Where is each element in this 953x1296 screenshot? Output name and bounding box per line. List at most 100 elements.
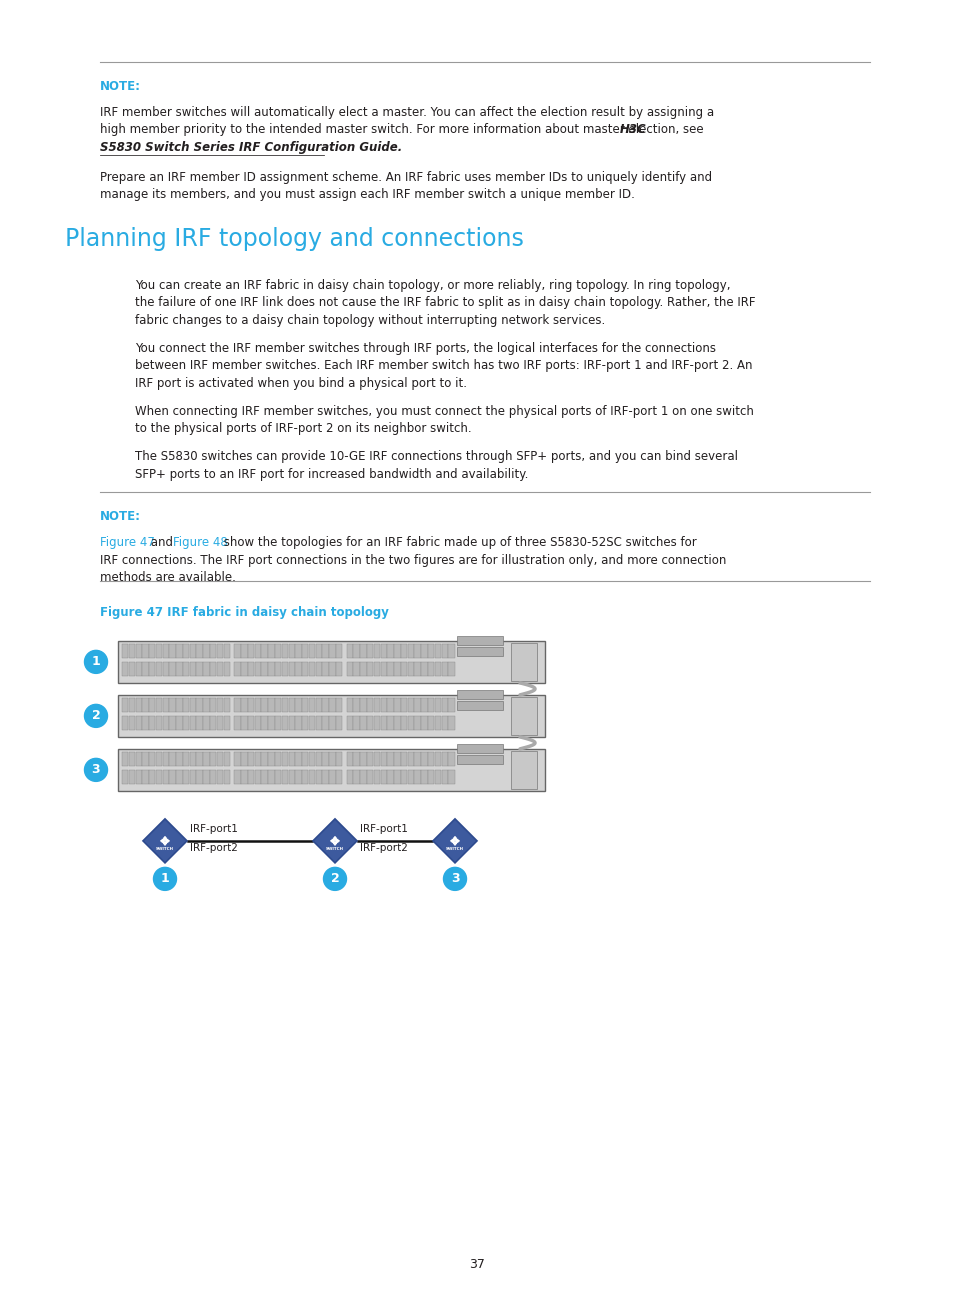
- FancyBboxPatch shape: [421, 770, 427, 784]
- FancyBboxPatch shape: [170, 770, 175, 784]
- FancyBboxPatch shape: [155, 644, 162, 658]
- Text: NOTE:: NOTE:: [100, 80, 141, 93]
- FancyBboxPatch shape: [122, 644, 129, 658]
- FancyBboxPatch shape: [254, 770, 261, 784]
- FancyBboxPatch shape: [394, 644, 400, 658]
- FancyBboxPatch shape: [329, 662, 335, 677]
- FancyBboxPatch shape: [322, 770, 329, 784]
- FancyBboxPatch shape: [335, 697, 342, 713]
- Circle shape: [443, 867, 466, 890]
- FancyBboxPatch shape: [248, 715, 254, 731]
- FancyBboxPatch shape: [400, 715, 407, 731]
- FancyBboxPatch shape: [142, 662, 149, 677]
- FancyBboxPatch shape: [122, 715, 129, 731]
- FancyBboxPatch shape: [315, 662, 322, 677]
- FancyBboxPatch shape: [129, 770, 135, 784]
- Text: Figure 47 IRF fabric in daisy chain topology: Figure 47 IRF fabric in daisy chain topo…: [100, 605, 389, 619]
- FancyBboxPatch shape: [394, 715, 400, 731]
- Text: IRF-port2: IRF-port2: [359, 842, 408, 853]
- Text: show the topologies for an IRF fabric made up of three S5830-52SC switches for: show the topologies for an IRF fabric ma…: [219, 537, 696, 550]
- FancyBboxPatch shape: [223, 662, 230, 677]
- FancyBboxPatch shape: [374, 662, 380, 677]
- FancyBboxPatch shape: [190, 662, 196, 677]
- FancyBboxPatch shape: [149, 715, 155, 731]
- FancyBboxPatch shape: [241, 644, 247, 658]
- FancyBboxPatch shape: [441, 752, 448, 766]
- FancyBboxPatch shape: [216, 644, 223, 658]
- FancyBboxPatch shape: [414, 644, 420, 658]
- FancyBboxPatch shape: [456, 647, 502, 656]
- FancyBboxPatch shape: [129, 752, 135, 766]
- FancyBboxPatch shape: [176, 752, 182, 766]
- Text: between IRF member switches. Each IRF member switch has two IRF ports: IRF-port : between IRF member switches. Each IRF me…: [135, 359, 752, 372]
- FancyBboxPatch shape: [135, 715, 142, 731]
- FancyBboxPatch shape: [183, 752, 189, 766]
- FancyBboxPatch shape: [322, 697, 329, 713]
- FancyBboxPatch shape: [210, 715, 216, 731]
- Text: 1: 1: [91, 656, 100, 669]
- FancyBboxPatch shape: [354, 752, 359, 766]
- FancyBboxPatch shape: [354, 715, 359, 731]
- FancyBboxPatch shape: [414, 662, 420, 677]
- FancyBboxPatch shape: [223, 752, 230, 766]
- Text: to the physical ports of IRF-port 2 on its neighbor switch.: to the physical ports of IRF-port 2 on i…: [135, 422, 471, 435]
- FancyBboxPatch shape: [149, 770, 155, 784]
- FancyBboxPatch shape: [380, 644, 387, 658]
- Text: IRF member switches will automatically elect a master. You can affect the electi: IRF member switches will automatically e…: [100, 106, 714, 119]
- Text: You connect the IRF member switches through IRF ports, the logical interfaces fo: You connect the IRF member switches thro…: [135, 342, 716, 355]
- FancyBboxPatch shape: [223, 697, 230, 713]
- FancyBboxPatch shape: [203, 770, 210, 784]
- FancyBboxPatch shape: [241, 715, 247, 731]
- FancyBboxPatch shape: [346, 715, 353, 731]
- FancyBboxPatch shape: [234, 697, 240, 713]
- FancyBboxPatch shape: [170, 697, 175, 713]
- FancyBboxPatch shape: [387, 697, 394, 713]
- FancyBboxPatch shape: [170, 662, 175, 677]
- FancyBboxPatch shape: [135, 752, 142, 766]
- FancyBboxPatch shape: [155, 770, 162, 784]
- Text: IRF-port1: IRF-port1: [359, 824, 408, 833]
- FancyBboxPatch shape: [414, 697, 420, 713]
- FancyBboxPatch shape: [254, 752, 261, 766]
- FancyBboxPatch shape: [248, 644, 254, 658]
- FancyBboxPatch shape: [248, 697, 254, 713]
- FancyBboxPatch shape: [456, 744, 502, 753]
- FancyBboxPatch shape: [155, 752, 162, 766]
- FancyBboxPatch shape: [441, 644, 448, 658]
- FancyBboxPatch shape: [407, 644, 414, 658]
- FancyBboxPatch shape: [394, 752, 400, 766]
- Circle shape: [85, 704, 108, 727]
- Text: 2: 2: [331, 872, 339, 885]
- FancyBboxPatch shape: [241, 697, 247, 713]
- FancyBboxPatch shape: [428, 752, 434, 766]
- FancyBboxPatch shape: [354, 644, 359, 658]
- FancyBboxPatch shape: [441, 770, 448, 784]
- FancyBboxPatch shape: [407, 662, 414, 677]
- FancyBboxPatch shape: [176, 697, 182, 713]
- FancyBboxPatch shape: [216, 697, 223, 713]
- Circle shape: [323, 867, 346, 890]
- FancyBboxPatch shape: [387, 770, 394, 784]
- FancyBboxPatch shape: [274, 770, 281, 784]
- Text: 1: 1: [160, 872, 170, 885]
- FancyBboxPatch shape: [400, 644, 407, 658]
- FancyBboxPatch shape: [281, 644, 288, 658]
- FancyBboxPatch shape: [155, 662, 162, 677]
- FancyBboxPatch shape: [142, 697, 149, 713]
- FancyBboxPatch shape: [196, 644, 203, 658]
- Text: SFP+ ports to an IRF port for increased bandwidth and availability.: SFP+ ports to an IRF port for increased …: [135, 468, 528, 481]
- FancyBboxPatch shape: [216, 715, 223, 731]
- FancyBboxPatch shape: [387, 715, 394, 731]
- FancyBboxPatch shape: [162, 715, 169, 731]
- FancyBboxPatch shape: [216, 752, 223, 766]
- Text: high member priority to the intended master switch. For more information about m: high member priority to the intended mas…: [100, 123, 706, 136]
- FancyBboxPatch shape: [210, 662, 216, 677]
- FancyBboxPatch shape: [309, 697, 314, 713]
- FancyBboxPatch shape: [261, 770, 268, 784]
- FancyBboxPatch shape: [155, 715, 162, 731]
- FancyBboxPatch shape: [122, 662, 129, 677]
- FancyBboxPatch shape: [367, 644, 373, 658]
- FancyBboxPatch shape: [346, 697, 353, 713]
- FancyBboxPatch shape: [387, 752, 394, 766]
- FancyBboxPatch shape: [162, 697, 169, 713]
